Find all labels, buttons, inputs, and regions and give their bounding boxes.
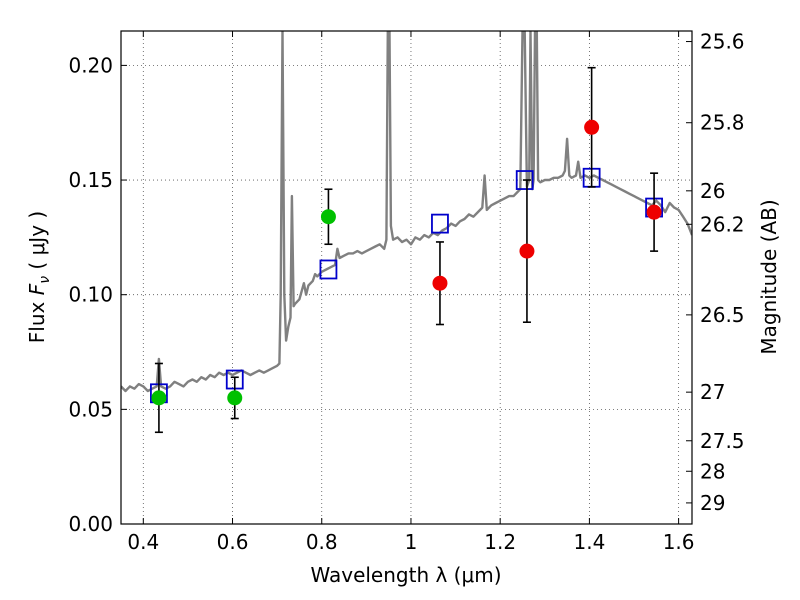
- green-point: [227, 390, 243, 406]
- green-point: [151, 390, 167, 406]
- y-tick-label: 0.05: [68, 397, 113, 421]
- spectrum-line: [121, 31, 692, 393]
- y2-tick-label: 25.6: [700, 30, 745, 54]
- y-tick-label: 0.10: [68, 283, 113, 307]
- y2-tick-label: 29: [700, 491, 725, 515]
- y2-tick-label: 26.5: [700, 303, 745, 327]
- y-axis-title-symbol: F: [25, 283, 49, 295]
- y-tick-label: 0.15: [68, 168, 113, 192]
- plot-background: [121, 31, 692, 524]
- model-square: [319, 259, 338, 280]
- ticks: 0.4 0.6 0.8 1 1.2 1.4 1.6 0.00 0.05 0.10 0.15 0.20 2…: [68, 30, 744, 554]
- y2-tick-label: 27: [700, 380, 725, 404]
- data-layer: [121, 31, 692, 434]
- y2-tick-label: 28: [700, 459, 725, 483]
- x-tick-label: 1.4: [573, 530, 605, 554]
- x-tick-label: 1.6: [663, 530, 695, 554]
- x-tick-label: 1.2: [484, 530, 516, 554]
- x-tick-label: 0.4: [127, 530, 159, 554]
- y-axis-title-prefix: Flux: [25, 295, 49, 343]
- y2-tick-label: 26: [700, 179, 725, 203]
- y-axis-title-suffix: ( μJy ): [25, 211, 49, 276]
- x-tick-label: 0.8: [306, 530, 338, 554]
- plot-frame: [120, 30, 693, 525]
- red-point: [584, 119, 600, 135]
- green-point: [320, 209, 336, 225]
- y-axis-title-subscript: ν: [37, 276, 53, 284]
- x-tick-label: 0.6: [217, 530, 249, 554]
- y-tick-label: 0.20: [68, 53, 113, 77]
- y-tick-label: 0.00: [68, 512, 113, 536]
- y2-tick-label: 26.2: [700, 212, 745, 236]
- red-point: [432, 275, 448, 291]
- y2-tick-label: 27.5: [700, 429, 745, 453]
- red-point: [646, 204, 662, 220]
- x-axis-title: Wavelength λ (μm): [310, 563, 501, 587]
- x-tick-label: 1: [405, 530, 418, 554]
- y2-tick-label: 25.8: [700, 111, 745, 135]
- y-axis-title: Flux Fν ( μJy ): [25, 211, 53, 343]
- red-point: [519, 243, 535, 259]
- model-square: [431, 213, 449, 234]
- y2-axis-title: Magnitude (AB): [757, 199, 781, 354]
- model-square: [515, 170, 534, 190]
